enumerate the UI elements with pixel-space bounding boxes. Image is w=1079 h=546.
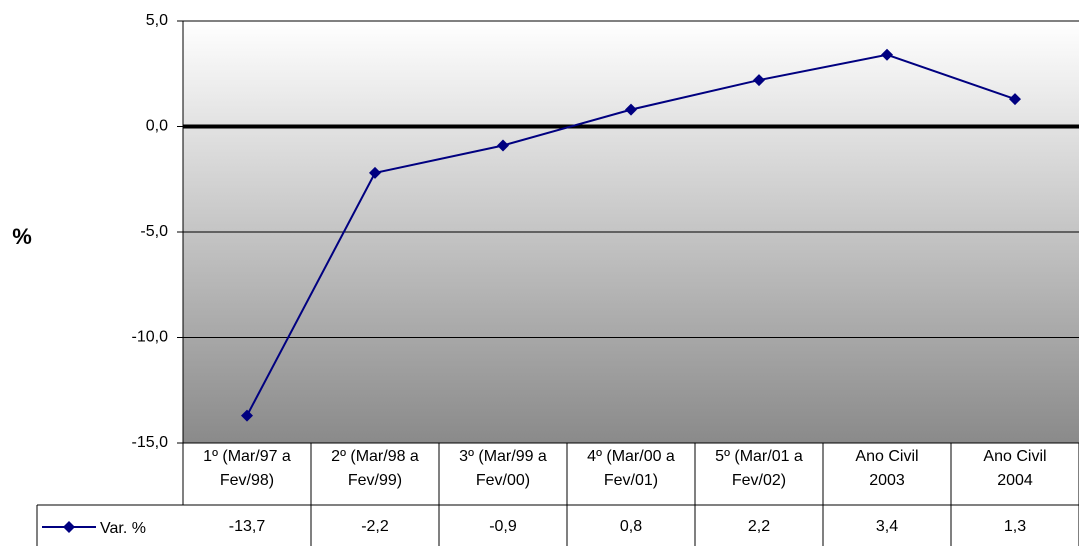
marker	[1009, 93, 1021, 106]
y-tick-label: -5,0	[140, 223, 168, 240]
x-tick-label: Ano Civil 2004	[983, 448, 1047, 489]
legend-marker	[63, 521, 75, 533]
x-tick-label: 1º (Mar/97 a Fev/98)	[203, 448, 291, 489]
marker	[881, 48, 893, 61]
value-label: -0,9	[489, 518, 517, 535]
marker	[369, 166, 381, 179]
y-tick-label: -10,0	[132, 329, 169, 346]
x-tick-label: 5º (Mar/01 a Fev/02)	[715, 448, 803, 489]
value-label: -13,7	[229, 518, 266, 535]
value-label: 0,8	[620, 518, 642, 535]
y-axis-label: %	[12, 224, 32, 249]
y-tick-label: -15,0	[132, 434, 169, 451]
x-tick-label: 3º (Mar/99 a Fev/00)	[459, 448, 547, 489]
marker	[753, 74, 765, 87]
legend-label: Var. %	[100, 520, 146, 537]
y-tick-label: 5,0	[146, 12, 168, 29]
x-tick-label: 2º (Mar/98 a Fev/99)	[331, 448, 419, 489]
marker	[241, 409, 253, 422]
y-tick-label: 0,0	[146, 118, 168, 135]
x-tick-label: 4º (Mar/00 a Fev/01)	[587, 448, 675, 489]
marker	[625, 103, 637, 116]
x-tick-label: Ano Civil 2003	[855, 448, 919, 489]
value-label: -2,2	[361, 518, 389, 535]
value-label: 3,4	[876, 518, 898, 535]
marker	[497, 139, 509, 152]
value-label: 2,2	[748, 518, 770, 535]
value-label: 1,3	[1004, 518, 1026, 535]
